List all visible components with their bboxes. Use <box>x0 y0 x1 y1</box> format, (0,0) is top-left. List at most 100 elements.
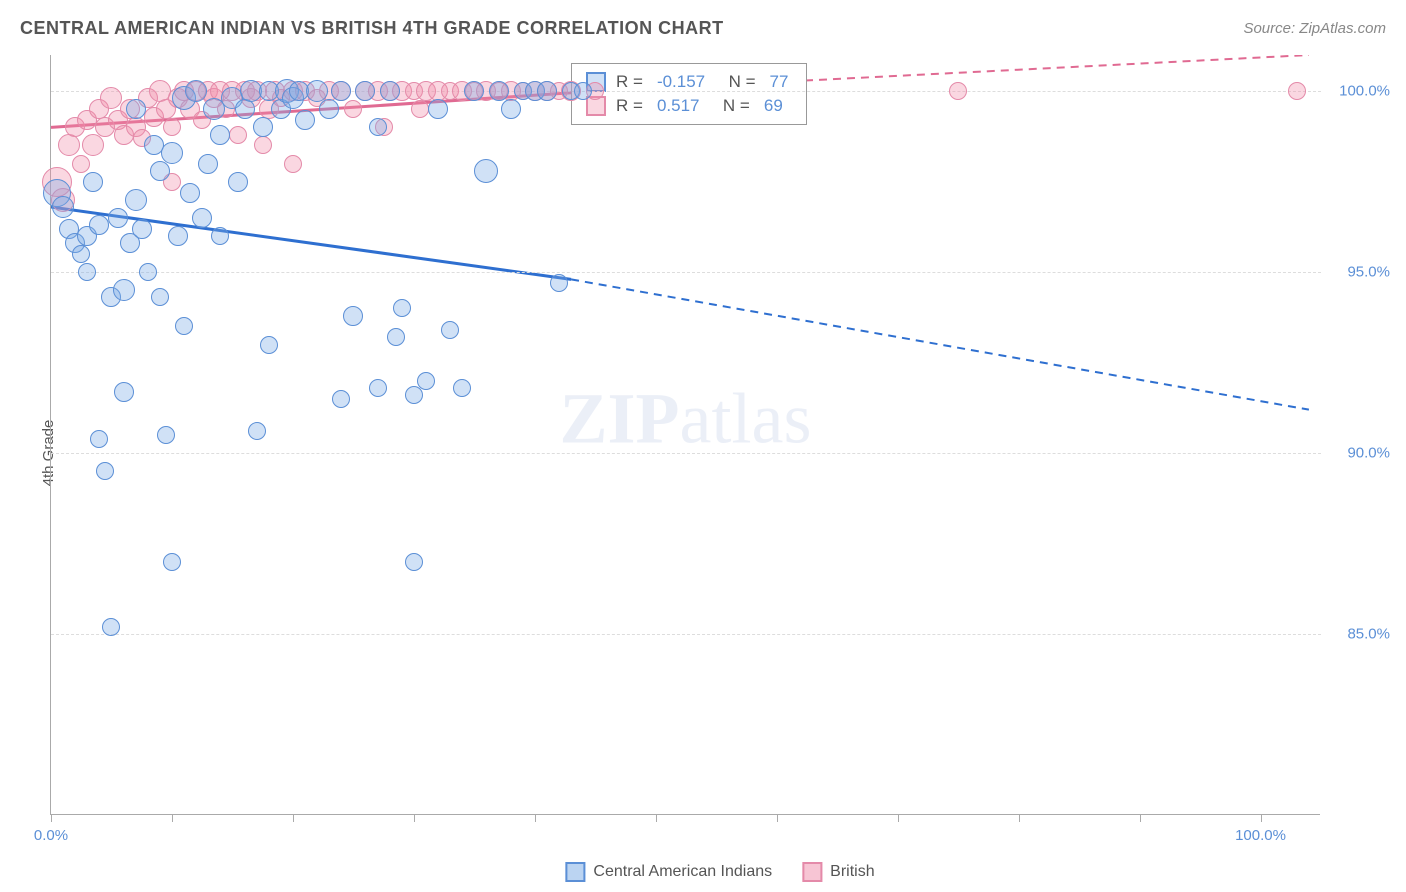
scatter-point-blue <box>139 263 157 281</box>
scatter-point-blue <box>192 208 212 228</box>
scatter-point-pink <box>284 155 302 173</box>
x-tick <box>1261 814 1262 822</box>
scatter-point-blue <box>198 154 218 174</box>
scatter-point-blue <box>126 99 146 119</box>
scatter-point-blue <box>453 379 471 397</box>
legend-swatch <box>565 862 585 882</box>
x-tick <box>1140 814 1141 822</box>
scatter-point-blue <box>125 189 147 211</box>
scatter-point-blue <box>96 462 114 480</box>
scatter-point-blue <box>501 99 521 119</box>
x-tick <box>414 814 415 822</box>
stats-row-pink: R = 0.517 N = 69 <box>586 94 792 118</box>
stats-n-value: 77 <box>766 72 793 92</box>
x-tick <box>656 814 657 822</box>
stats-box: R =-0.157 N =77R =0.517 N =69 <box>571 63 807 125</box>
scatter-point-blue <box>537 81 557 101</box>
scatter-point-blue <box>52 196 74 218</box>
scatter-point-blue <box>574 82 592 100</box>
scatter-point-blue <box>428 99 448 119</box>
scatter-point-blue <box>441 321 459 339</box>
x-tick <box>777 814 778 822</box>
scatter-point-blue <box>108 208 128 228</box>
scatter-point-blue <box>474 159 498 183</box>
legend-item: British <box>802 862 874 882</box>
trend-line-dashed-blue <box>571 279 1309 409</box>
stats-n-label: N = <box>713 96 749 116</box>
scatter-point-pink <box>229 126 247 144</box>
x-tick <box>293 814 294 822</box>
trend-lines-svg <box>51 55 1321 815</box>
scatter-point-blue <box>464 81 484 101</box>
chart-container: 4th Grade ZIPatlas R =-0.157 N =77R =0.5… <box>50 55 1390 850</box>
scatter-point-blue <box>417 372 435 390</box>
bottom-legend: Central American Indians British <box>565 862 874 882</box>
scatter-point-pink <box>949 82 967 100</box>
legend-label: Central American Indians <box>593 863 772 881</box>
plot-area: ZIPatlas R =-0.157 N =77R =0.517 N =69 8… <box>50 55 1320 815</box>
scatter-point-blue <box>228 172 248 192</box>
x-tick-label: 0.0% <box>34 827 68 844</box>
scatter-point-pink <box>72 155 90 173</box>
x-tick <box>535 814 536 822</box>
scatter-point-blue <box>150 161 170 181</box>
chart-source: Source: ZipAtlas.com <box>1243 20 1386 37</box>
scatter-point-blue <box>163 553 181 571</box>
scatter-point-blue <box>369 118 387 136</box>
y-tick-label: 85.0% <box>1347 626 1390 643</box>
scatter-point-blue <box>114 382 134 402</box>
y-tick-label: 95.0% <box>1347 264 1390 281</box>
legend-item: Central American Indians <box>565 862 772 882</box>
scatter-point-blue <box>380 81 400 101</box>
scatter-point-pink <box>163 118 181 136</box>
scatter-point-blue <box>175 317 193 335</box>
scatter-point-blue <box>405 553 423 571</box>
scatter-point-blue <box>102 618 120 636</box>
scatter-point-blue <box>248 422 266 440</box>
x-tick <box>1019 814 1020 822</box>
scatter-point-blue <box>253 117 273 137</box>
stats-r-value: 0.517 <box>653 96 704 116</box>
stats-r-label: R = <box>616 72 643 92</box>
scatter-point-blue <box>83 172 103 192</box>
scatter-point-blue <box>161 142 183 164</box>
scatter-point-blue <box>180 183 200 203</box>
scatter-point-blue <box>157 426 175 444</box>
stats-n-value: 69 <box>760 96 787 116</box>
scatter-point-pink <box>411 100 429 118</box>
scatter-point-pink <box>1288 82 1306 100</box>
x-tick <box>898 814 899 822</box>
scatter-point-blue <box>295 110 315 130</box>
y-grid-line <box>51 272 1321 273</box>
scatter-point-pink <box>254 136 272 154</box>
scatter-point-blue <box>168 226 188 246</box>
scatter-point-pink <box>344 100 362 118</box>
legend-label: British <box>830 863 874 881</box>
scatter-point-blue <box>355 81 375 101</box>
chart-header: CENTRAL AMERICAN INDIAN VS BRITISH 4TH G… <box>0 0 1406 49</box>
scatter-point-blue <box>151 288 169 306</box>
scatter-point-blue <box>260 336 278 354</box>
scatter-point-blue <box>387 328 405 346</box>
watermark-bold: ZIP <box>560 379 680 459</box>
scatter-point-blue <box>319 99 339 119</box>
scatter-point-blue <box>113 279 135 301</box>
stats-r-label: R = <box>616 96 643 116</box>
y-grid-line <box>51 634 1321 635</box>
scatter-point-blue <box>132 219 152 239</box>
scatter-point-blue <box>72 245 90 263</box>
scatter-point-blue <box>211 227 229 245</box>
watermark: ZIPatlas <box>560 378 812 461</box>
legend-swatch <box>802 862 822 882</box>
scatter-point-blue <box>393 299 411 317</box>
y-tick-label: 90.0% <box>1347 445 1390 462</box>
chart-title: CENTRAL AMERICAN INDIAN VS BRITISH 4TH G… <box>20 18 724 39</box>
scatter-point-blue <box>405 386 423 404</box>
scatter-point-blue <box>489 81 509 101</box>
stats-r-value: -0.157 <box>653 72 709 92</box>
x-tick-label: 100.0% <box>1235 827 1286 844</box>
x-tick <box>172 814 173 822</box>
stats-n-label: N = <box>719 72 755 92</box>
scatter-point-blue <box>369 379 387 397</box>
scatter-point-blue <box>210 125 230 145</box>
